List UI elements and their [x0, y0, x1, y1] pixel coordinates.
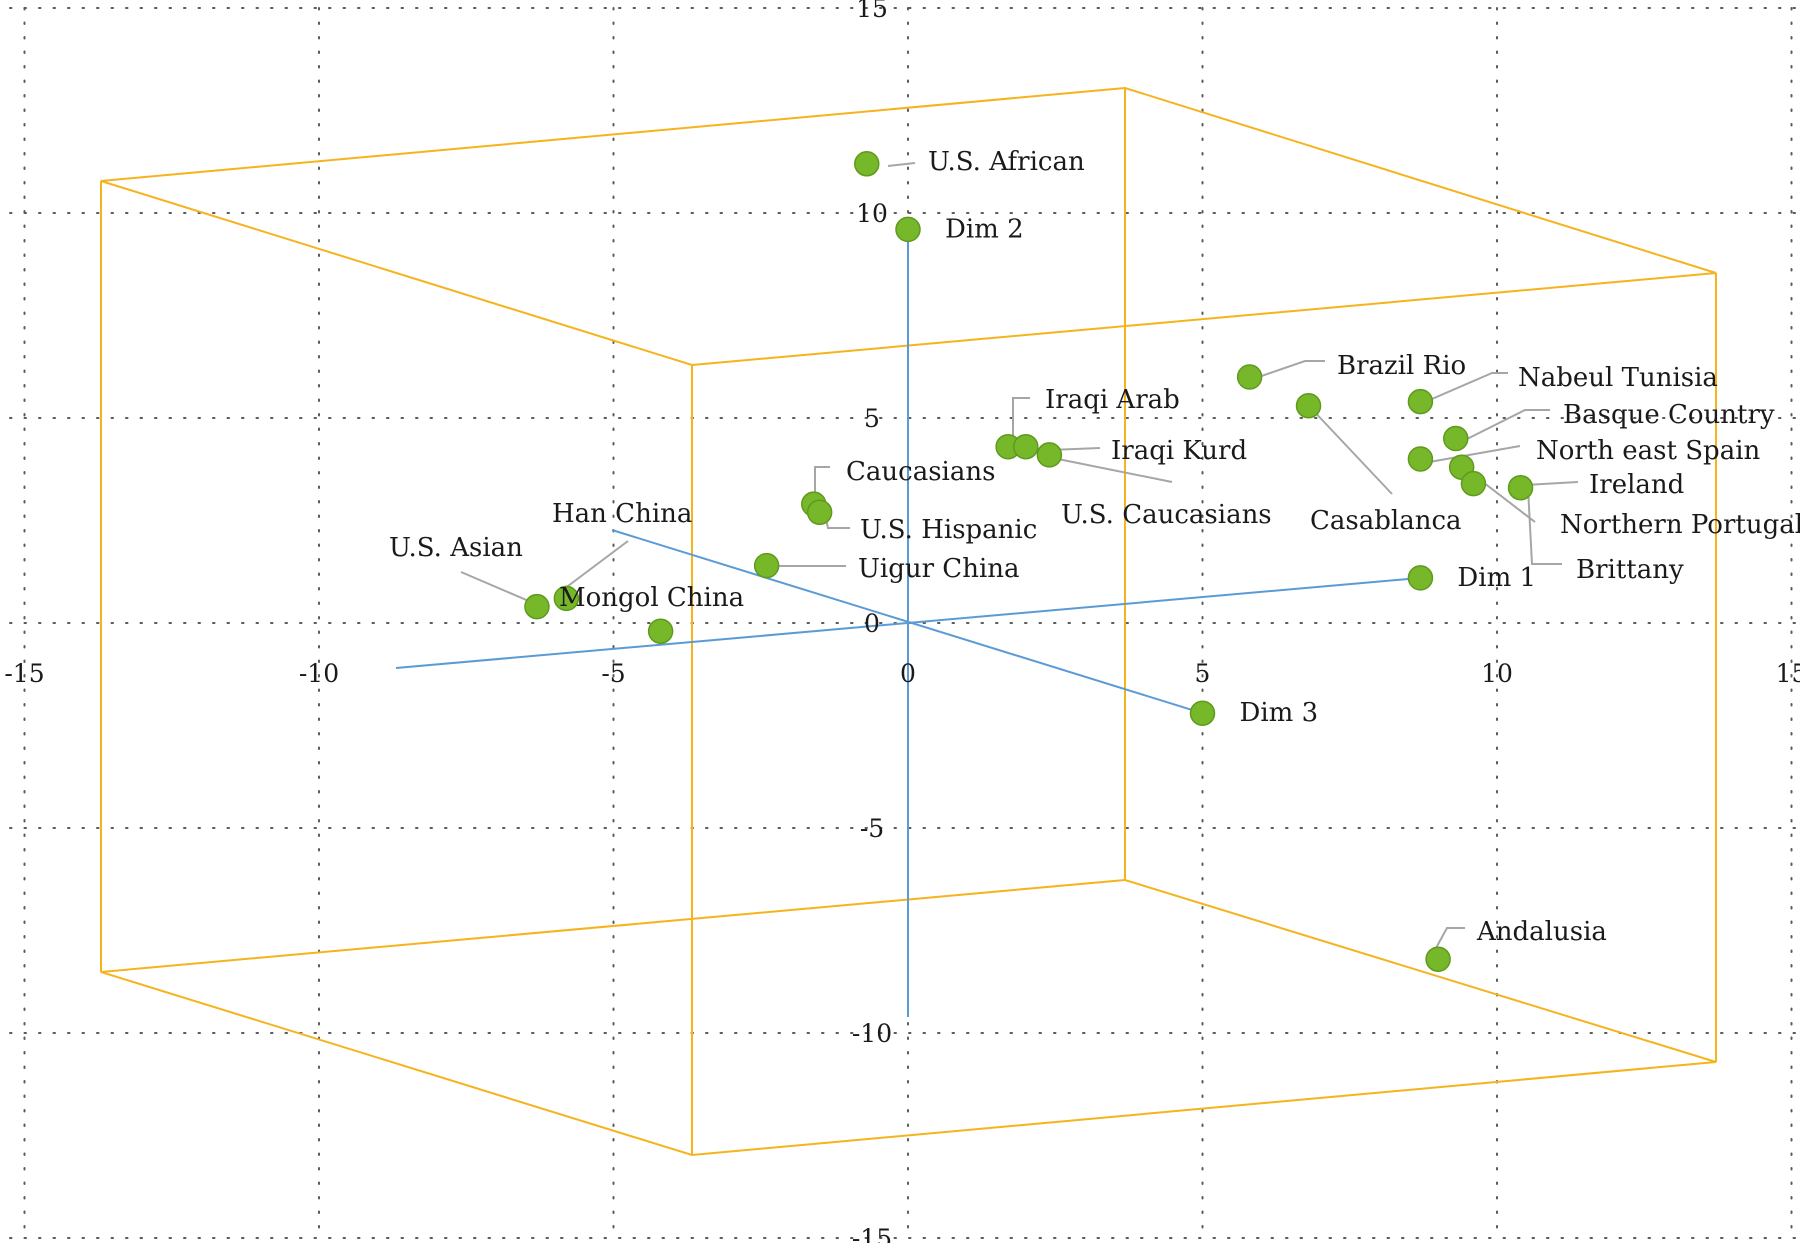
data-point	[1460, 470, 1487, 497]
leader-line	[1435, 927, 1465, 949]
y-tick-label: 10	[856, 199, 888, 228]
data-point	[647, 618, 674, 644]
axis-endpoint-marker	[895, 216, 921, 243]
data-point	[553, 585, 580, 612]
data-point	[1295, 392, 1322, 419]
leader-line	[460, 571, 539, 606]
data-label: Caucasians	[846, 457, 995, 487]
x-tick-label: 10	[1481, 659, 1513, 688]
axis-label-dim-3: Dim 3	[1240, 698, 1319, 728]
data-point	[1236, 364, 1263, 390]
data-point	[1407, 446, 1434, 472]
data-label: Iraqi Arab	[1045, 385, 1180, 415]
data-label: Brittany	[1576, 555, 1684, 585]
x-tick-label: -15	[4, 659, 44, 688]
data-point	[806, 499, 833, 526]
leader-line	[1417, 372, 1508, 406]
point-labels: Dim 2 Dim 1 Dim 3 U.S. African Brazil Rio Cas…	[389, 147, 1800, 947]
x-tick-label: 15	[1776, 659, 1800, 688]
data-point	[1407, 388, 1434, 415]
dimension-axes	[395, 229, 1421, 1017]
leader-line	[1012, 397, 1030, 452]
data-label: Uigur China	[858, 554, 1020, 584]
x-tick-label: -10	[299, 659, 339, 688]
y-tick-label: 0	[864, 609, 880, 638]
leader-line	[559, 540, 629, 593]
x-tick-label: -5	[601, 659, 625, 688]
data-label: Andalusia	[1476, 917, 1607, 947]
x-tick-label: 5	[1195, 659, 1211, 688]
data-label: Mongol China	[559, 583, 744, 613]
leader-line	[825, 518, 850, 529]
data-label: U.S. African	[928, 147, 1085, 177]
y-tick-label: -10	[852, 1019, 892, 1048]
leader-line	[1524, 481, 1579, 486]
leader-line	[1527, 487, 1562, 565]
axis-endpoint-marker	[1407, 565, 1434, 591]
data-label: Northern Portugal	[1560, 510, 1800, 540]
y-tick-label: -15	[852, 1224, 892, 1243]
data-point	[1507, 474, 1534, 501]
y-tick-label: -5	[860, 814, 884, 843]
leader-line	[1456, 409, 1550, 445]
data-label: Brazil Rio	[1337, 351, 1466, 381]
data-label: U.S. Caucasians	[1061, 500, 1272, 530]
axis-endpoint-marker	[1189, 700, 1216, 726]
data-point	[1013, 433, 1039, 460]
data-label: Ireland	[1589, 470, 1684, 500]
data-label: Nabeul Tunisia	[1518, 363, 1718, 393]
data-label: Iraqi Kurd	[1111, 436, 1247, 466]
data-point	[524, 593, 550, 620]
grid	[9, 7, 1796, 1239]
data-point	[854, 151, 880, 177]
y-tick-label: 5	[864, 404, 880, 433]
leader-line	[1249, 360, 1325, 381]
data-label: U.S. Asian	[389, 533, 523, 563]
data-label: North east Spain	[1536, 436, 1761, 466]
axis-label-dim-2: Dim 2	[945, 214, 1024, 244]
axis-line-dim-3	[611, 529, 1203, 715]
leader-line	[1417, 445, 1521, 465]
data-point	[1425, 946, 1451, 972]
data-points	[524, 151, 1534, 972]
data-label: Casablanca	[1310, 506, 1462, 536]
y-tick-label: 15	[856, 0, 888, 23]
axis-line-dim-1	[395, 576, 1421, 669]
leader-line	[1047, 456, 1173, 483]
x-tick-label: 0	[900, 659, 916, 688]
bounding-box	[100, 86, 1717, 1157]
data-label: U.S. Hispanic	[860, 515, 1037, 545]
data-label: Basque Country	[1563, 400, 1775, 430]
axis-label-dim-1: Dim 1	[1457, 563, 1536, 593]
data-point	[753, 552, 780, 579]
leader-line	[1308, 405, 1393, 495]
data-point	[1036, 442, 1063, 468]
tick-labels: -15 -10 -5 0 5 10 15 15 10 5 0 -5 -10 -15	[4, 0, 1800, 1243]
data-point	[1443, 425, 1469, 452]
leader-line	[887, 162, 916, 167]
data-label: Han China	[552, 499, 692, 529]
